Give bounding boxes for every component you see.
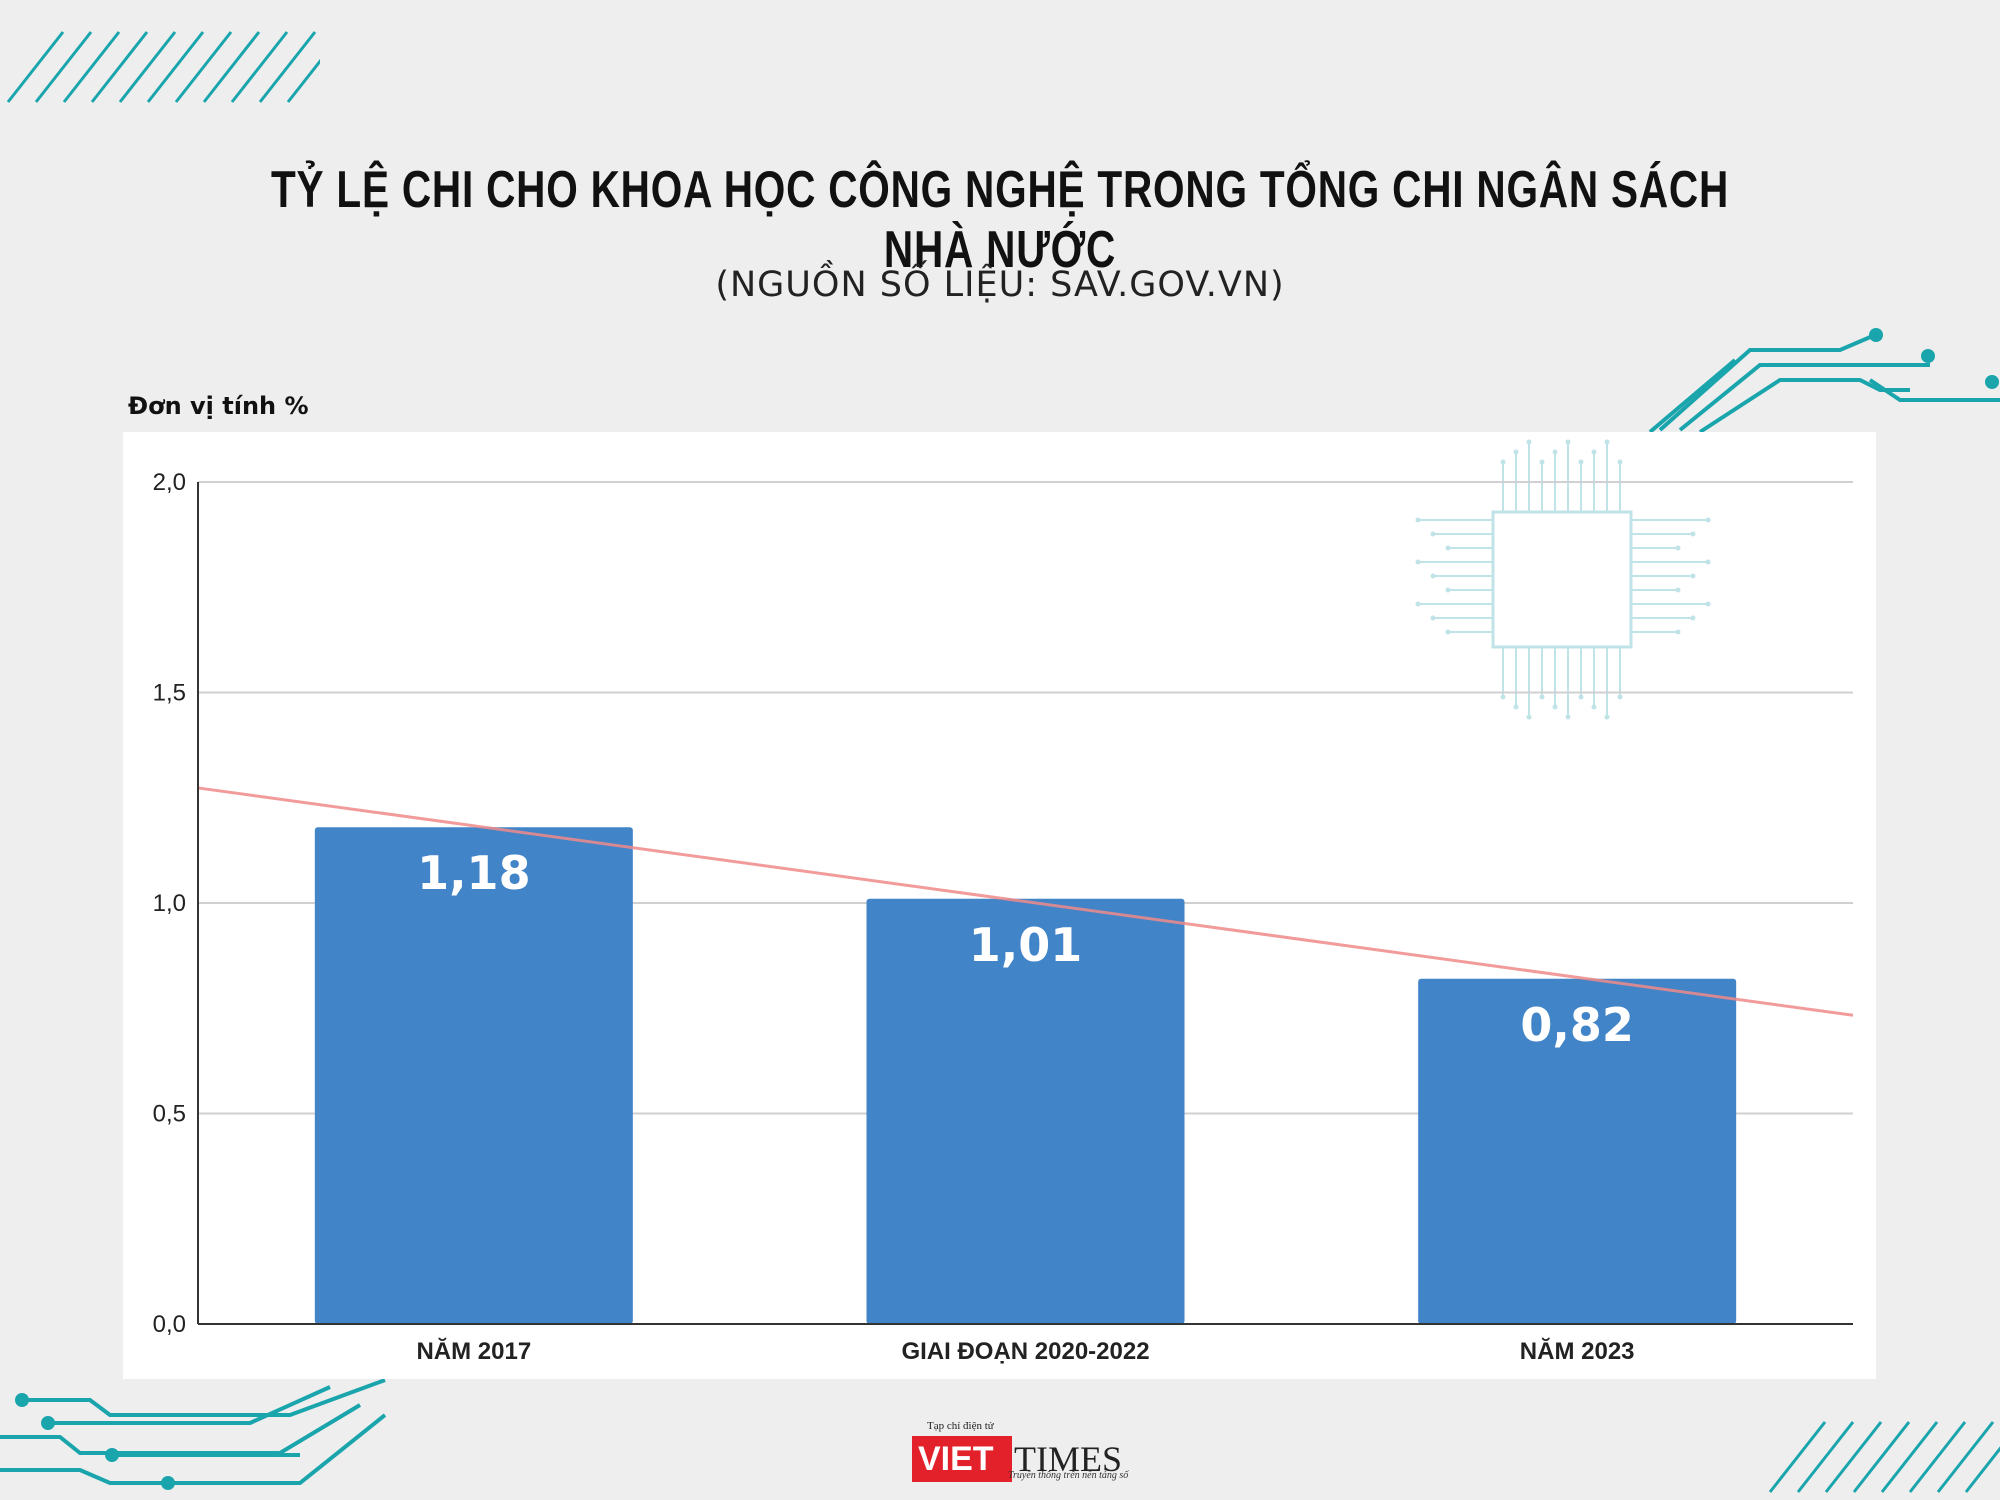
y-tick-label: 2,0 xyxy=(153,469,186,496)
chart-panel: 0,0 0,5 1,0 1,5 2,0 1,18 1,01 0,82 NĂM 2017 GIA… xyxy=(123,432,1876,1379)
hatch-decoration-bottom-right xyxy=(1768,1421,2000,1493)
bar-value-labels: 1,18 1,01 0,82 xyxy=(417,846,1634,1052)
bar-value-label: 1,01 xyxy=(969,918,1083,972)
y-axis-ticks: 0,0 0,5 1,0 1,5 2,0 xyxy=(153,469,186,1338)
bar xyxy=(1418,978,1737,1324)
logo-tagline: Truyền thông trên nền tảng số xyxy=(1008,1470,1129,1481)
circuit-decoration-top-right xyxy=(1648,328,2000,434)
x-tick-label: GIAI ĐOẠN 2020-2022 xyxy=(901,1338,1149,1365)
bars xyxy=(314,827,1737,1324)
page-subtitle: (NGUỒN SỐ LIỆU: SAV.GOV.VN) xyxy=(715,265,1285,305)
logo-brand-viet: VIET xyxy=(918,1440,994,1478)
y-tick-label: 0,5 xyxy=(153,1101,186,1128)
unit-label: Đơn vị tính % xyxy=(128,392,309,420)
x-tick-label: NĂM 2023 xyxy=(1520,1337,1635,1365)
y-tick-label: 1,0 xyxy=(153,890,186,917)
hatch-decoration-top-left xyxy=(6,31,320,103)
logo-small-text: Tạp chí điện tử xyxy=(927,1420,994,1432)
circuit-decoration-bottom-left xyxy=(0,1378,387,1490)
x-axis-labels: NĂM 2017 GIAI ĐOẠN 2020-2022 NĂM 2023 xyxy=(416,1337,1634,1365)
page-title: TỶ LỆ CHI CHO KHOA HỌC CÔNG NGHỆ TRONG T… xyxy=(270,161,1730,279)
y-tick-label: 0,0 xyxy=(153,1311,186,1338)
logo-red-box xyxy=(912,1436,1012,1482)
bar-value-label: 0,82 xyxy=(1520,998,1634,1052)
x-tick-label: NĂM 2017 xyxy=(416,1337,531,1365)
bar xyxy=(866,898,1185,1324)
viettimes-logo: Tạp chí điện tử VIET TIMES Truyền thông … xyxy=(912,1418,1132,1484)
bar xyxy=(314,827,633,1324)
trendline-group xyxy=(197,786,1854,1017)
trendline xyxy=(197,786,1854,1017)
bar-value-label: 1,18 xyxy=(417,846,531,900)
axes xyxy=(197,482,1853,1325)
y-tick-label: 1,5 xyxy=(153,680,186,707)
logo-brand-times: TIMES xyxy=(1014,1439,1122,1479)
bar-chart: 0,0 0,5 1,0 1,5 2,0 1,18 1,01 0,82 NĂM 2017 GIA… xyxy=(153,439,1854,1365)
circuit-chip-icon xyxy=(1415,439,1711,720)
